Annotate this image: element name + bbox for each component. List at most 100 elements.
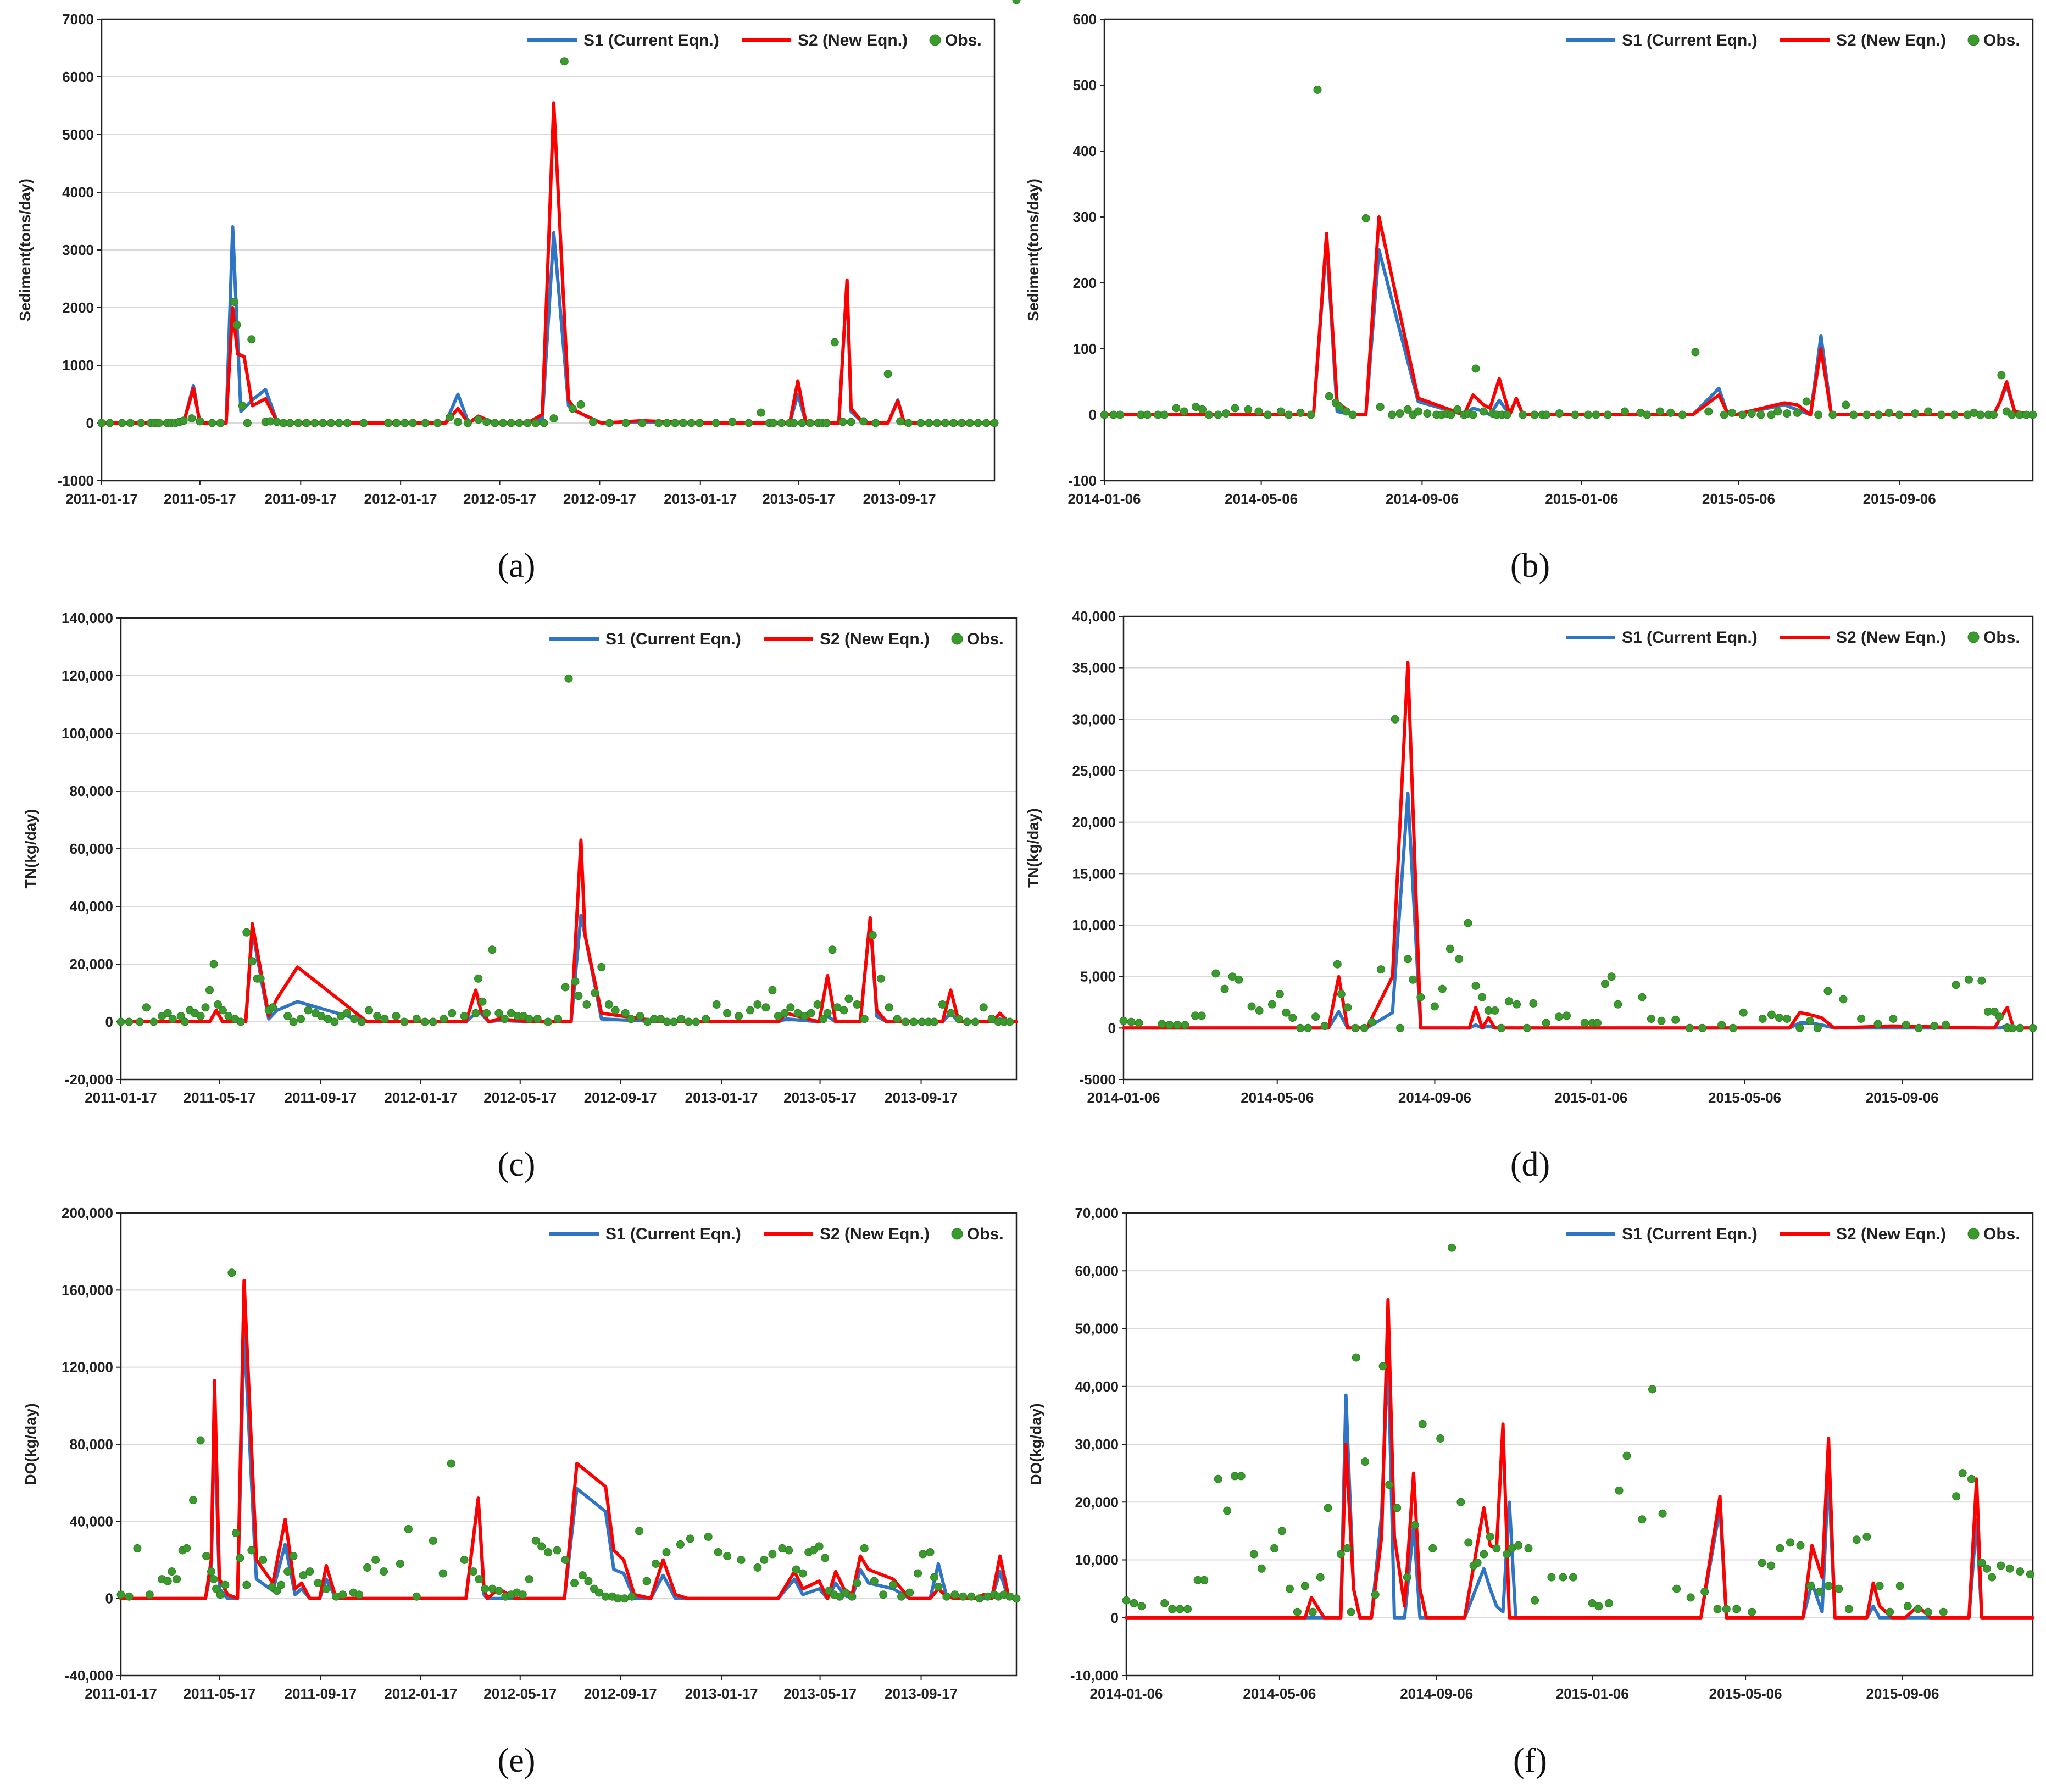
x-tick-label: 2015-09-06 <box>1863 491 1936 507</box>
observation-point <box>828 945 837 954</box>
x-tick-label: 2014-09-06 <box>1400 1685 1473 1702</box>
observation-point <box>236 1554 244 1562</box>
observation-point <box>1361 1457 1370 1466</box>
observation-point <box>1776 1544 1784 1552</box>
observation-point <box>1100 410 1109 419</box>
observation-point <box>176 1012 185 1020</box>
observation-point <box>283 1012 292 1020</box>
x-tick-label: 2014-01-06 <box>1068 491 1141 507</box>
observation-point <box>1937 410 1945 419</box>
x-tick-label: 2011-01-17 <box>65 491 138 507</box>
observation-point <box>412 1592 421 1601</box>
observation-point <box>1275 990 1284 998</box>
observation-point <box>243 419 252 427</box>
observation-point <box>679 419 687 427</box>
observation-point <box>1513 1000 1521 1009</box>
y-tick-label: 40,000 <box>69 1513 113 1529</box>
observation-point <box>1615 1486 1624 1495</box>
observation-point <box>1325 392 1333 400</box>
observation-point <box>1304 1023 1313 1032</box>
observation-point <box>305 1567 314 1576</box>
observation-point <box>1244 405 1253 414</box>
observation-point <box>1165 1021 1174 1029</box>
observation-point <box>941 419 950 427</box>
observation-point <box>499 419 507 427</box>
legend-label-s2: S2 (New Eqn.) <box>798 31 908 49</box>
observation-point <box>1814 410 1823 419</box>
observation-point <box>704 1532 713 1541</box>
observation-point <box>1875 1582 1884 1590</box>
observation-point <box>777 419 786 427</box>
observation-point <box>380 1567 388 1576</box>
observation-point <box>429 1017 437 1026</box>
x-tick-label: 2011-09-17 <box>285 1685 357 1702</box>
observation-point <box>221 1580 230 1589</box>
observation-point <box>1436 1434 1445 1443</box>
x-tick-label: 2015-05-06 <box>1702 491 1775 507</box>
x-tick-label: 2012-01-17 <box>364 491 437 507</box>
observation-point <box>620 1594 629 1603</box>
observation-point <box>363 1563 372 1572</box>
observation-point <box>893 1015 902 1023</box>
observation-point <box>813 1000 822 1009</box>
observation-point <box>594 1588 603 1597</box>
observation-point <box>1813 1023 1822 1032</box>
y-tick-label: 160,000 <box>62 1282 113 1298</box>
observation-point <box>1648 1385 1656 1394</box>
observation-point <box>1388 410 1397 419</box>
observation-point <box>686 1534 694 1543</box>
y-axis-label: DO(kg/day) <box>1027 1403 1044 1485</box>
observation-point <box>1967 1474 1976 1483</box>
observation-point <box>1802 397 1811 406</box>
observation-point <box>1720 410 1728 419</box>
observation-point <box>604 1000 613 1009</box>
observation-point <box>1130 1599 1138 1607</box>
observation-point <box>474 415 483 424</box>
observation-point <box>909 1017 918 1026</box>
observation-point <box>1336 1550 1345 1559</box>
observation-point <box>868 931 877 939</box>
observation-point <box>553 1546 561 1555</box>
observation-point <box>1285 410 1293 419</box>
legend-label-s1: S1 (Current Eqn.) <box>1622 31 1758 49</box>
x-tick-label: 2011-09-17 <box>285 1089 357 1106</box>
observation-point <box>1874 410 1883 419</box>
observation-point <box>654 419 663 427</box>
observation-point <box>853 1579 861 1588</box>
observation-point <box>848 1592 857 1601</box>
observation-point <box>168 1567 176 1576</box>
observation-point <box>737 1556 746 1564</box>
observation-point <box>1214 1474 1222 1483</box>
observation-point <box>420 1017 429 1026</box>
panel-caption: (b) <box>1510 547 1550 585</box>
observation-point <box>137 419 146 427</box>
observation-point <box>1204 410 1213 419</box>
legend-swatch-obs <box>1967 34 1980 46</box>
observation-point <box>1738 410 1747 419</box>
observation-point <box>448 1009 457 1017</box>
observation-point <box>757 408 765 417</box>
observation-point <box>475 1575 483 1584</box>
observation-point <box>635 1527 644 1535</box>
observation-point <box>1464 919 1472 927</box>
observation-point <box>1221 409 1230 418</box>
observation-point <box>409 419 417 427</box>
y-axis-label: Sediment(tons/day) <box>16 179 34 321</box>
observation-point <box>1524 1544 1533 1552</box>
observation-point <box>1685 1023 1694 1032</box>
observation-point <box>1316 1573 1325 1582</box>
observation-point <box>830 338 839 347</box>
y-tick-label: 60,000 <box>69 841 113 857</box>
observation-point <box>859 417 868 426</box>
observation-point <box>1531 1596 1539 1605</box>
observation-point <box>1160 1599 1169 1607</box>
y-tick-label: 4000 <box>62 184 94 201</box>
y-tick-label: -40,000 <box>65 1667 113 1684</box>
panel-caption: (e) <box>498 1742 536 1779</box>
observation-point <box>841 1588 850 1597</box>
observation-point <box>967 1592 976 1601</box>
observation-point <box>1378 1362 1387 1371</box>
observation-point <box>525 1575 533 1584</box>
observation-point <box>785 1546 793 1555</box>
observation-point <box>202 1552 210 1560</box>
